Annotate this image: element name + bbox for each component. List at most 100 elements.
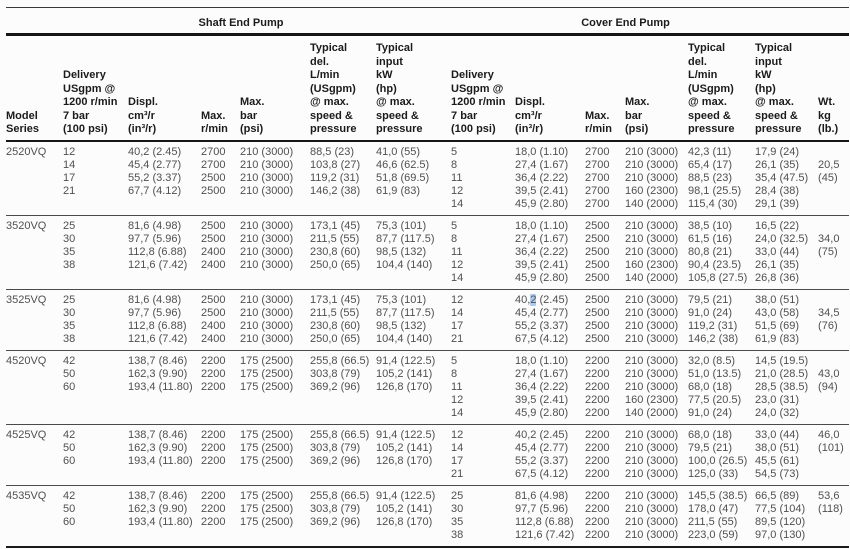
model-series-cell [6, 246, 63, 259]
data-cell: 16,5 (22) [755, 219, 800, 232]
data-cell: 68,0 (18) [688, 380, 733, 393]
data-cell: 33,0 (44) [755, 245, 800, 258]
data-cell: 140 (2000) [625, 406, 679, 419]
data-cell: 38,0 (51) [755, 293, 800, 306]
data-cell: 43,0 [818, 367, 840, 380]
data-cell: 8 [451, 232, 458, 245]
data-cell: 303,8 (79) [310, 367, 361, 380]
data-cell: 2400 [201, 319, 226, 332]
data-cell: 32,0 (8.5) [688, 354, 736, 367]
data-cell: 105,2 (141) [376, 367, 433, 380]
data-cell: 12 [63, 145, 76, 158]
data-cell [128, 407, 201, 425]
data-cell: 303,8 (79) [310, 441, 361, 454]
data-cell: 2700 [585, 145, 610, 158]
table-row: 3525VQ 25 81,6 (4.98) 2500 210 (3000) 173,1 (… [6, 289, 849, 307]
model-block-4525VQ: 4525VQ 42 138,7 (8.46) 2200 175 (2500) 255,8 … [6, 424, 850, 486]
data-cell: 2200 [201, 454, 226, 467]
data-cell: (45) [818, 171, 838, 184]
data-cell: 2500 [201, 219, 226, 232]
data-cell: 230,8 (60) [310, 319, 361, 332]
data-cell: 50 [63, 367, 76, 380]
data-cell [310, 394, 376, 407]
data-cell: 2400 [201, 245, 226, 258]
data-cell [128, 198, 201, 216]
data-cell: 250,0 (65) [310, 258, 361, 271]
model-series-cell [6, 333, 63, 351]
data-cell [201, 272, 240, 290]
data-cell: 210 (3000) [240, 232, 294, 245]
table-row: 21 67,7 (4.12) 2500 210 (3000) 146,2 (38) 61,… [6, 185, 849, 198]
data-cell: 60 [63, 515, 76, 528]
data-cell [240, 468, 310, 486]
data-cell: 126,8 (170) [376, 380, 433, 393]
data-cell: 2200 [201, 354, 226, 367]
data-cell: (118) [818, 502, 843, 515]
data-cell: 42 [63, 428, 76, 441]
model-series-cell: 4525VQ [6, 428, 47, 441]
data-cell: 25 [63, 219, 76, 232]
data-cell: 104,4 (140) [376, 332, 433, 345]
data-cell: 36,4 (2.22) [515, 245, 569, 258]
data-cell: 105,2 (141) [376, 502, 433, 515]
data-cell: 2500 [201, 293, 226, 306]
data-cell: 18,0 (1.10) [515, 354, 569, 367]
data-cell: 89,5 (120) [755, 515, 806, 528]
data-cell: 210 (3000) [625, 219, 679, 232]
data-cell: 210 (3000) [625, 515, 679, 528]
data-cell: 11 [451, 245, 463, 258]
model-series-cell: 4520VQ [6, 354, 47, 367]
data-cell: 2500 [585, 293, 610, 306]
data-cell: 67,5 (4.12) [515, 332, 569, 345]
data-cell: 12 [451, 184, 464, 197]
data-cell: 2200 [585, 467, 610, 480]
data-cell: 175 (2500) [240, 454, 294, 467]
model-block-4535VQ: 4535VQ 42 138,7 (8.46) 2200 175 (2500) 255,8 … [6, 485, 850, 547]
col-header-shaft-delivery: Delivery USgpm @ 1200 r/min 7 bar (100 p… [63, 34, 128, 142]
col-header-shaft-displacement: Displ. cm³/r (in³/r) [128, 34, 201, 142]
column-header-row: Model Series Delivery USgpm @ 1200 r/min… [6, 34, 850, 142]
data-cell: 14 [451, 406, 464, 419]
data-cell: 35,4 (47.5) [755, 171, 809, 184]
table-header: Shaft End Pump Cover End Pump Model Seri… [6, 7, 850, 142]
data-cell: 2200 [201, 502, 226, 515]
data-cell: 11 [451, 380, 463, 393]
data-cell: 2200 [201, 441, 226, 454]
data-cell: 104,4 (140) [376, 258, 433, 271]
table-row: 50 162,3 (9.90) 2200 175 (2500) 303,8 (79) 10… [6, 442, 849, 455]
data-cell: 255,8 (66.5) [310, 489, 370, 502]
data-cell: 97,0 (130) [755, 528, 806, 541]
data-cell [376, 529, 451, 547]
data-cell: 45,9 (2.80) [515, 406, 569, 419]
data-cell: 160 (2300) [625, 184, 679, 197]
data-cell: 46,0 [818, 428, 840, 441]
data-cell: 60 [63, 454, 76, 467]
data-cell: 68,0 (18) [688, 428, 733, 441]
data-cell: 81,6 (4.98) [128, 219, 182, 232]
data-cell: 2700 [585, 197, 610, 210]
data-cell: 45,4 (2.77) [128, 158, 182, 171]
model-series-cell [6, 198, 63, 216]
model-series-cell [6, 394, 63, 407]
section-title-shaft-end: Shaft End Pump [63, 7, 452, 36]
data-cell: 112,8 (6.88) [128, 245, 187, 258]
data-cell: 2500 [201, 306, 226, 319]
data-cell: (76) [818, 319, 838, 332]
data-cell: 40,2 (2.45) [515, 428, 569, 441]
data-cell: 97,7 (5.96) [128, 306, 182, 319]
data-cell: 35 [63, 319, 76, 332]
data-cell: 8 [451, 367, 458, 380]
data-cell: 121,6 (7.42) [515, 528, 575, 541]
data-cell: 35 [451, 515, 464, 528]
data-cell: 210 (3000) [625, 502, 679, 515]
data-cell [818, 289, 849, 307]
model-series-cell [6, 307, 63, 320]
model-block-2520VQ: 2520VQ 12 40,2 (2.45) 2700 210 (3000) 88,5 (2… [6, 141, 849, 216]
data-cell: 42 [63, 489, 76, 502]
data-cell: 115,4 (30) [688, 197, 738, 210]
model-series-cell: 4535VQ [6, 489, 47, 502]
table-row: 2520VQ 12 40,2 (2.45) 2700 210 (3000) 88,5 (2… [6, 141, 849, 159]
section-title-shaft-end-label: Shaft End Pump [198, 17, 284, 29]
data-cell: 112,8 (6.88) [128, 319, 187, 332]
data-cell: 103,8 (27) [310, 158, 361, 171]
